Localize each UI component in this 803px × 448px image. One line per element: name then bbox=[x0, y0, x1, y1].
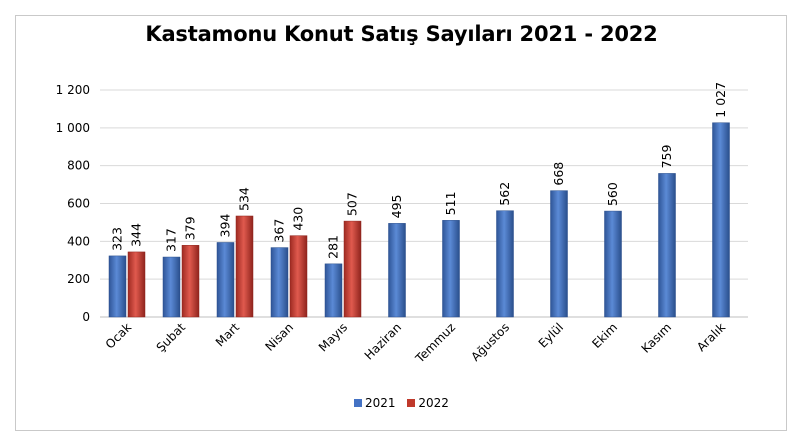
legend-swatch-2021 bbox=[354, 399, 363, 407]
x-tick-label: Ağustos bbox=[468, 320, 512, 364]
y-tick-label: 1 000 bbox=[56, 121, 90, 135]
data-label-2021-Mayıs: 281 bbox=[326, 235, 341, 259]
y-tick-label: 600 bbox=[67, 197, 90, 211]
x-axis: Ocak Şubat Mart Nisan Mayıs Haziran Temmuz Ağus… bbox=[103, 320, 728, 366]
gridlines bbox=[100, 89, 748, 318]
y-axis: 0 200 400 600 800 1 000 1 200 bbox=[56, 83, 90, 324]
legend-item-2021: 2021 bbox=[354, 396, 396, 410]
data-label-2021-Kasım: 759 bbox=[659, 145, 674, 169]
data-label-2021-Temmuz: 511 bbox=[443, 191, 458, 215]
legend-label-2022: 2022 bbox=[418, 396, 449, 410]
y-tick-label: 400 bbox=[67, 234, 90, 248]
x-tick-label: Temmuz bbox=[412, 320, 458, 366]
bar-2021-Kasım bbox=[658, 173, 676, 318]
bar-2021-Nisan bbox=[270, 247, 289, 318]
bar-2022-Nisan bbox=[289, 235, 308, 318]
legend-item-2022: 2022 bbox=[407, 396, 449, 410]
x-tick-label: Nisan bbox=[263, 320, 297, 354]
x-tick-label: Haziran bbox=[362, 320, 404, 362]
chart-title: Kastamonu Konut Satış Sayıları 2021 - 20… bbox=[145, 22, 658, 46]
y-tick-label: 200 bbox=[67, 272, 90, 286]
data-label-2021-Ocak: 323 bbox=[110, 227, 125, 251]
data-label-2021-Eylül: 668 bbox=[551, 162, 566, 186]
x-tick-label: Ekim bbox=[589, 320, 620, 351]
data-label-2021-Ekim: 560 bbox=[605, 182, 620, 206]
data-label-2022-Ocak: 344 bbox=[129, 223, 144, 247]
legend-label-2021: 2021 bbox=[365, 396, 396, 410]
y-tick-label: 1 200 bbox=[56, 83, 90, 97]
y-tick-label: 800 bbox=[67, 159, 90, 173]
x-tick-label: Şubat bbox=[154, 320, 189, 355]
bar-2022-Mart bbox=[235, 215, 254, 318]
bars bbox=[108, 122, 730, 318]
x-tick-label: Mayıs bbox=[316, 320, 350, 354]
x-tick-label: Eylül bbox=[536, 320, 566, 350]
x-tick-label: Mart bbox=[213, 320, 242, 349]
bar-2021-Eylül bbox=[550, 190, 568, 318]
data-label-2022-Mayıs: 507 bbox=[345, 192, 360, 216]
bar-2022-Mayıs bbox=[343, 220, 362, 318]
bar-2022-Şubat bbox=[181, 245, 200, 318]
legend: 2021 2022 bbox=[0, 396, 803, 410]
data-label-2021-Aralık: 1 027 bbox=[713, 82, 728, 118]
y-tick-label: 0 bbox=[82, 310, 90, 324]
data-labels: 323 344 317 379 394 534 367 430 281 507 495 511 562 6… bbox=[110, 82, 729, 259]
data-label-2022-Şubat: 379 bbox=[183, 216, 198, 240]
bar-2021-Haziran bbox=[388, 223, 406, 318]
data-label-2022-Nisan: 430 bbox=[291, 207, 306, 231]
bar-2021-Şubat bbox=[162, 256, 181, 318]
bar-2021-Ağustos bbox=[496, 210, 514, 318]
bar-2021-Mayıs bbox=[324, 263, 343, 318]
data-label-2022-Mart: 534 bbox=[237, 187, 252, 211]
data-label-2021-Ağustos: 562 bbox=[497, 182, 512, 206]
x-tick-label: Aralık bbox=[694, 320, 728, 354]
x-tick-label: Kasım bbox=[639, 320, 675, 356]
bar-2022-Ocak bbox=[127, 251, 146, 318]
legend-swatch-2022 bbox=[407, 399, 416, 407]
bar-2021-Temmuz bbox=[442, 220, 460, 318]
bar-2021-Ekim bbox=[604, 210, 622, 318]
data-label-2021-Nisan: 367 bbox=[272, 219, 287, 243]
data-label-2021-Şubat: 317 bbox=[164, 228, 179, 252]
bar-2021-Ocak bbox=[108, 255, 127, 318]
data-label-2021-Mart: 394 bbox=[218, 214, 233, 238]
data-label-2021-Haziran: 495 bbox=[389, 195, 404, 219]
bar-2021-Aralık bbox=[712, 122, 730, 318]
x-tick-label: Ocak bbox=[103, 320, 134, 351]
bar-2021-Mart bbox=[216, 242, 235, 318]
